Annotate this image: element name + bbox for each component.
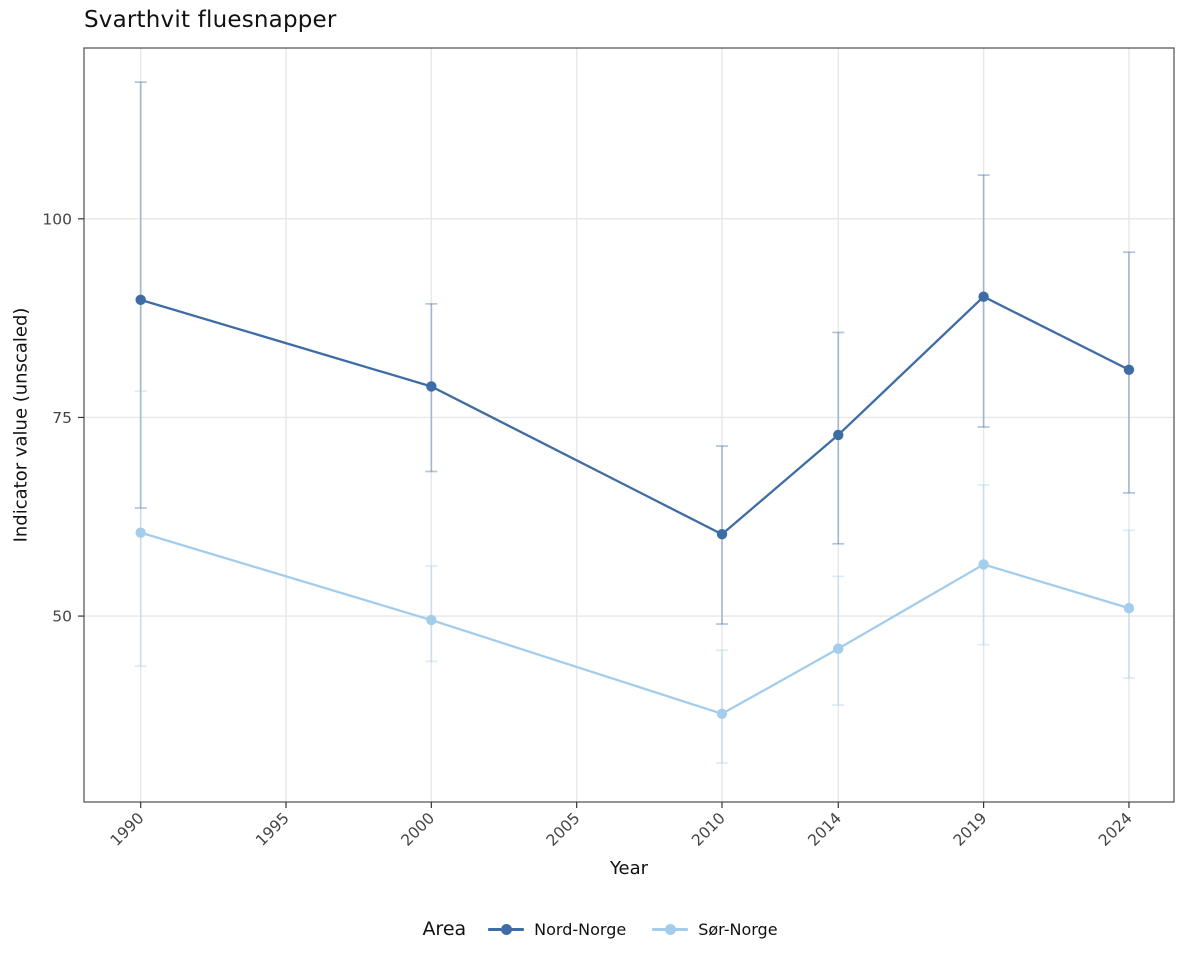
legend-label-nord: Nord-Norge <box>534 919 627 939</box>
svg-text:2024: 2024 <box>1095 809 1136 850</box>
legend-dot-icon <box>665 924 677 935</box>
svg-text:1995: 1995 <box>252 809 293 850</box>
y-axis-title: Indicator value (unscaled) <box>10 307 32 543</box>
x-axis-title: Year <box>609 858 649 879</box>
svg-text:75: 75 <box>52 409 72 427</box>
svg-text:2005: 2005 <box>543 809 584 850</box>
legend-dot-icon <box>501 924 513 935</box>
chart-title: Svarthvit fluesnapper <box>84 7 337 33</box>
legend-key-nord-icon <box>488 922 525 936</box>
legend-item-sor-norge: Sør-Norge <box>652 919 778 939</box>
svg-text:2000: 2000 <box>398 809 439 850</box>
svg-text:100: 100 <box>42 210 72 228</box>
svg-text:2010: 2010 <box>688 809 729 850</box>
legend-title: Area <box>422 918 467 940</box>
legend: Area Nord-Norge Sør-Norge <box>0 918 1200 940</box>
svg-text:2014: 2014 <box>804 809 845 850</box>
legend-key-sor-icon <box>652 922 689 936</box>
svg-text:50: 50 <box>52 608 72 626</box>
legend-label-sor: Sør-Norge <box>698 919 778 939</box>
svg-text:2019: 2019 <box>950 809 991 850</box>
svg-text:1990: 1990 <box>107 809 148 850</box>
legend-item-nord-norge: Nord-Norge <box>488 920 626 939</box>
